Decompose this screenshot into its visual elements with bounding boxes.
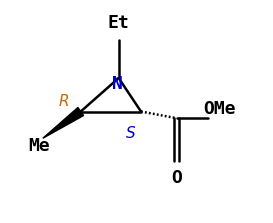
Text: Me: Me <box>29 137 51 155</box>
Text: R: R <box>59 94 69 109</box>
Text: S: S <box>126 126 136 141</box>
Text: O: O <box>171 169 182 188</box>
Text: Et: Et <box>108 14 129 32</box>
Text: N: N <box>112 75 123 93</box>
Text: OMe: OMe <box>203 100 236 118</box>
Polygon shape <box>43 107 84 138</box>
